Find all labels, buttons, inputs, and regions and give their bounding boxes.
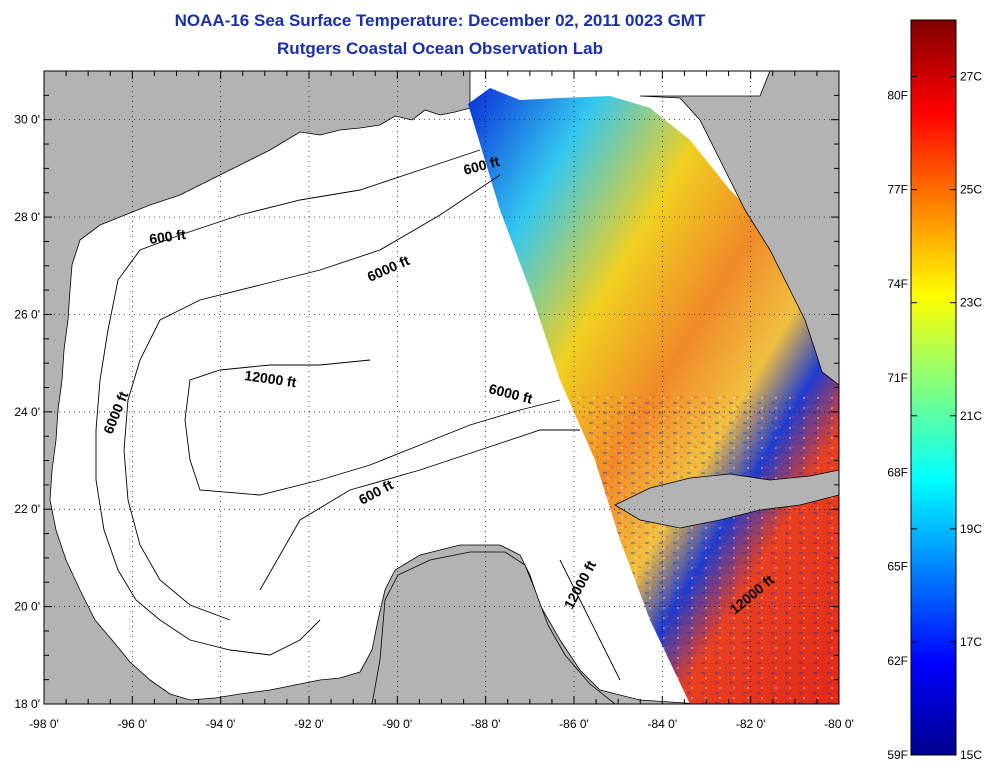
florida-peninsula bbox=[639, 71, 839, 386]
x-tick-label: -88 0' bbox=[471, 717, 501, 731]
fahrenheit-label: 77F bbox=[887, 183, 908, 197]
map-panel: 600 ft 600 ft 600 ft 6000 ft 6000 ft 600… bbox=[44, 71, 839, 704]
x-tick-label: -86 0' bbox=[559, 717, 589, 731]
fahrenheit-label: 74F bbox=[887, 277, 908, 291]
contour-label-12000ft-center: 12000 ft bbox=[244, 367, 298, 390]
fahrenheit-label: 59F bbox=[887, 748, 908, 762]
celsius-label: 15C bbox=[960, 748, 982, 762]
y-tick-label: 30 0' bbox=[14, 113, 40, 127]
fahrenheit-label: 65F bbox=[887, 560, 908, 574]
bathymetry-contours bbox=[95, 149, 621, 681]
y-tick-label: 24 0' bbox=[14, 405, 40, 419]
graticule bbox=[44, 71, 839, 704]
celsius-label: 23C bbox=[960, 296, 982, 310]
fahrenheit-label: 80F bbox=[887, 88, 908, 102]
y-tick-label: 22 0' bbox=[14, 502, 40, 516]
fahrenheit-label: 71F bbox=[887, 371, 908, 385]
fahrenheit-label: 68F bbox=[887, 465, 908, 479]
cuba-island bbox=[614, 469, 839, 529]
x-tick-label: -94 0' bbox=[206, 717, 236, 731]
y-tick-label: 20 0' bbox=[14, 600, 40, 614]
x-tick-label: -96 0' bbox=[118, 717, 148, 731]
y-tick-label: 18 0' bbox=[14, 697, 40, 711]
y-tick-label: 26 0' bbox=[14, 307, 40, 321]
x-tick-label: -98 0' bbox=[29, 717, 59, 731]
axis-ticks: -98 0' -96 0' -94 0' -92 0' -90 0' -88 0' -86 … bbox=[14, 70, 854, 731]
x-tick-label: -80 0' bbox=[824, 717, 854, 731]
yucatan-peninsula bbox=[371, 551, 616, 704]
x-tick-label: -90 0' bbox=[383, 717, 413, 731]
contour-label-600ft-west: 600 ft bbox=[148, 226, 187, 247]
map-title: NOAA-16 Sea Surface Temperature: Decembe… bbox=[174, 11, 706, 30]
colorbar bbox=[910, 19, 957, 756]
fahrenheit-label: 62F bbox=[887, 654, 908, 668]
celsius-label: 19C bbox=[960, 522, 982, 536]
celsius-label: 27C bbox=[960, 70, 982, 84]
celsius-label: 21C bbox=[960, 409, 982, 423]
x-tick-label: -82 0' bbox=[736, 717, 766, 731]
celsius-label: 25C bbox=[960, 183, 982, 197]
map-subtitle: Rutgers Coastal Ocean Observation Lab bbox=[277, 39, 603, 58]
celsius-label: 17C bbox=[960, 635, 982, 649]
x-tick-label: -84 0' bbox=[648, 717, 678, 731]
colorbar-ticks: 27C 25C 23C 21C 19C 17C 15C 80F 77F 74F 71F 68F 65F 6… bbox=[887, 70, 982, 762]
y-tick-label: 28 0' bbox=[14, 210, 40, 224]
x-tick-label: -92 0' bbox=[294, 717, 324, 731]
